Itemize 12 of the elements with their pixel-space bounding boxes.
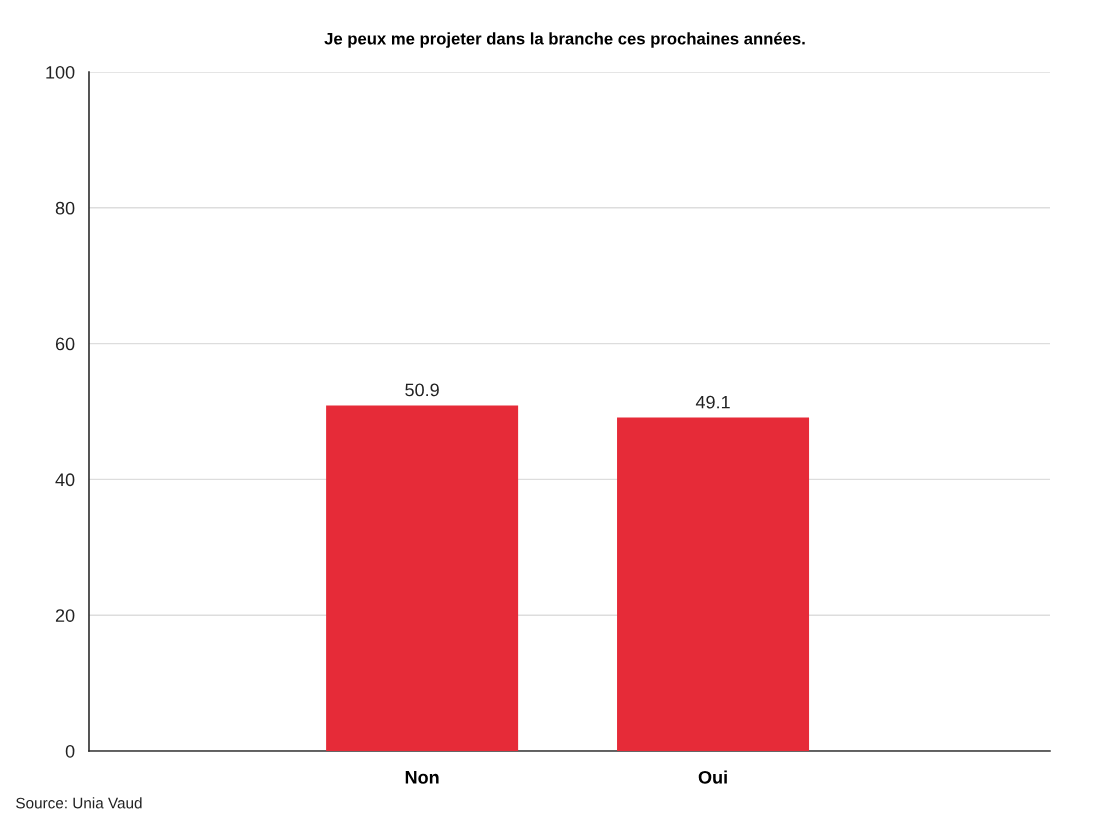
- y-tick-label: 20: [55, 609, 75, 622]
- chart-title: Je peux me projeter dans la branche ces prochaines années.: [324, 32, 805, 48]
- y-tick-label: 0: [65, 744, 75, 758]
- y-tick-label: 60: [55, 337, 75, 351]
- data-label: 50.9: [405, 383, 439, 397]
- data-label: 49.1: [695, 395, 730, 409]
- y-tick-label: 80: [55, 201, 75, 215]
- y-tick-label: 100: [46, 65, 75, 79]
- x-tick-label: Oui: [698, 770, 727, 784]
- y-tick-label: 40: [55, 473, 75, 487]
- x-tick-label: Non: [405, 771, 439, 784]
- source-note: Source: Unia Vaud: [16, 797, 142, 809]
